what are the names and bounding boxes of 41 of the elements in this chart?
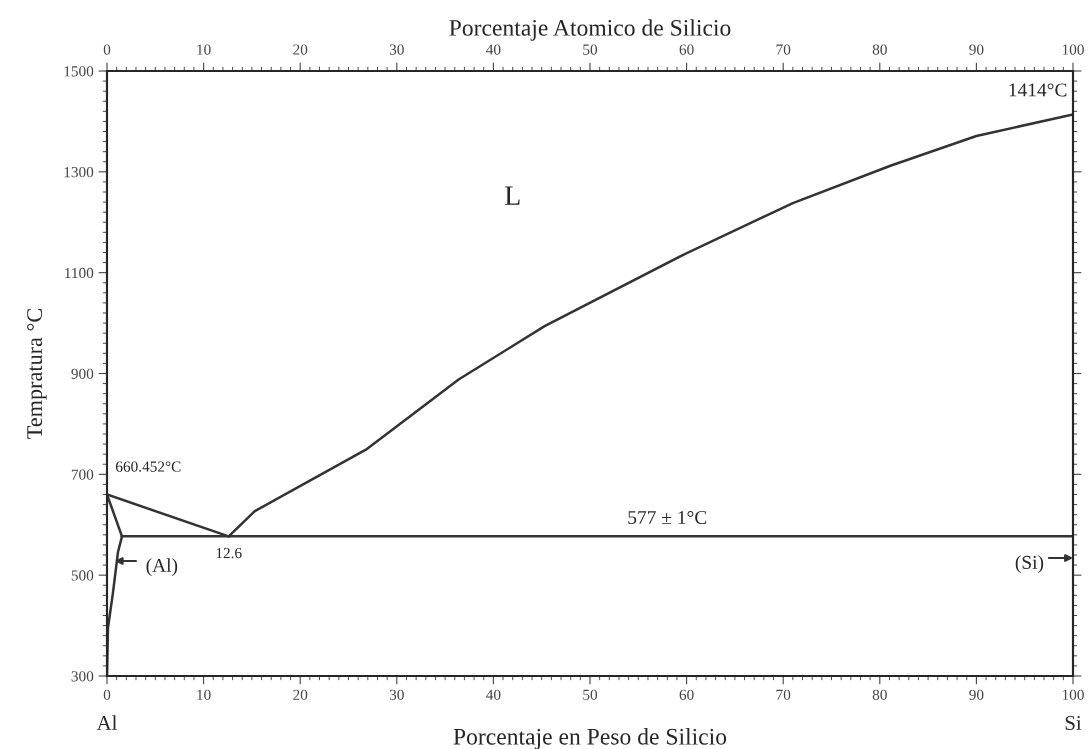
x2-axis-title: Porcentaje Atomico de Silicio xyxy=(449,19,731,41)
y-tick-label: 300 xyxy=(71,671,94,682)
x-tick-label: 100 xyxy=(1062,689,1084,700)
x-tick-label: 70 xyxy=(776,689,791,700)
x2-tick-label: 80 xyxy=(872,44,887,55)
x-tick-label: 50 xyxy=(583,689,598,700)
x-tick-label: 0 xyxy=(103,689,111,700)
y-tick-label: 900 xyxy=(71,368,94,379)
x2-tick-label: 70 xyxy=(776,44,791,55)
y-tick-label: 1100 xyxy=(65,267,94,279)
annotation: 1414°C xyxy=(1009,83,1067,97)
x2-tick-label: 90 xyxy=(969,44,984,55)
y-tick-label: 500 xyxy=(71,570,94,581)
y-tick-label: 1300 xyxy=(64,166,94,178)
annotation: 577 ± 1°C xyxy=(628,510,707,525)
x-tick-label: 20 xyxy=(293,689,308,700)
annotation: 12.6 xyxy=(216,547,242,559)
x-tick-label: 60 xyxy=(679,689,694,700)
x-tick-label: 10 xyxy=(197,689,211,700)
x2-tick-label: 50 xyxy=(583,44,598,55)
annotation: (Si) xyxy=(1015,555,1044,573)
x-tick-label: 80 xyxy=(872,689,887,700)
x2-tick-label: 10 xyxy=(197,44,211,55)
x2-tick-label: 60 xyxy=(679,44,694,55)
y-axis-title: Tempratura °C xyxy=(27,309,47,439)
y-tick-label: 700 xyxy=(71,469,94,480)
x-tick-label: 30 xyxy=(389,689,404,700)
y-tick-label: 1500 xyxy=(64,66,94,77)
annotation: L xyxy=(505,186,520,205)
x-axis-title: Porcentaje en Peso de Silicio xyxy=(453,728,727,749)
annotation: (Al) xyxy=(146,558,178,576)
x2-tick-label: 100 xyxy=(1062,44,1084,55)
x2-tick-label: 0 xyxy=(103,44,111,55)
x2-tick-label: 40 xyxy=(486,44,501,55)
x-tick-label: 90 xyxy=(969,689,984,700)
text: Si xyxy=(1065,715,1082,730)
text: Al xyxy=(96,715,117,730)
x2-tick-label: 30 xyxy=(389,44,404,55)
annotation: 660.452°C xyxy=(115,461,181,472)
x2-tick-label: 20 xyxy=(293,44,308,55)
x-tick-label: 40 xyxy=(486,689,501,700)
